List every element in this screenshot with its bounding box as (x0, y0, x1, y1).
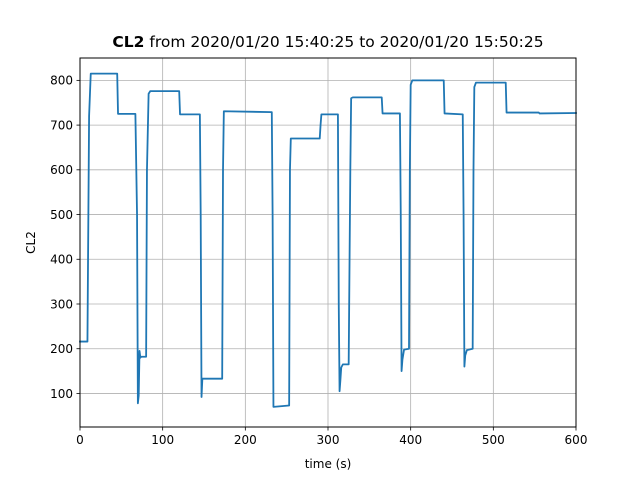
line-layer (79, 72, 577, 408)
x-tick-label: 500 (482, 433, 505, 447)
y-tick-label: 500 (50, 208, 73, 222)
y-tick-label: 300 (50, 297, 73, 311)
x-tick-label: 200 (234, 433, 257, 447)
tick-layer: 0 100 200 300 400 500 600 100 200 300 400 500 600 700… (50, 74, 587, 447)
chart-title-rest: from 2020/01/20 15:40:25 to 2020/01/20 1… (144, 33, 544, 51)
y-tick-label: 200 (50, 342, 73, 356)
grid-layer (79, 58, 577, 427)
series-line (79, 72, 577, 408)
x-tick-label: 100 (151, 433, 174, 447)
y-axis-label: CL2 (24, 231, 38, 254)
x-axis-label: time (s) (305, 457, 352, 471)
x-tick-label: 0 (76, 433, 84, 447)
x-tick-label: 400 (399, 433, 422, 447)
chart-title-bold: CL2 (112, 33, 145, 51)
y-tick-label: 800 (50, 74, 73, 88)
x-tick-label: 300 (317, 433, 340, 447)
x-tick-label: 600 (565, 433, 588, 447)
y-tick-label: 600 (50, 163, 73, 177)
y-tick-label: 400 (50, 253, 73, 267)
y-tick-label: 700 (50, 118, 73, 132)
y-tick-label: 100 (50, 387, 73, 401)
chart-title: CL2 from 2020/01/20 15:40:25 to 2020/01/… (80, 33, 576, 51)
